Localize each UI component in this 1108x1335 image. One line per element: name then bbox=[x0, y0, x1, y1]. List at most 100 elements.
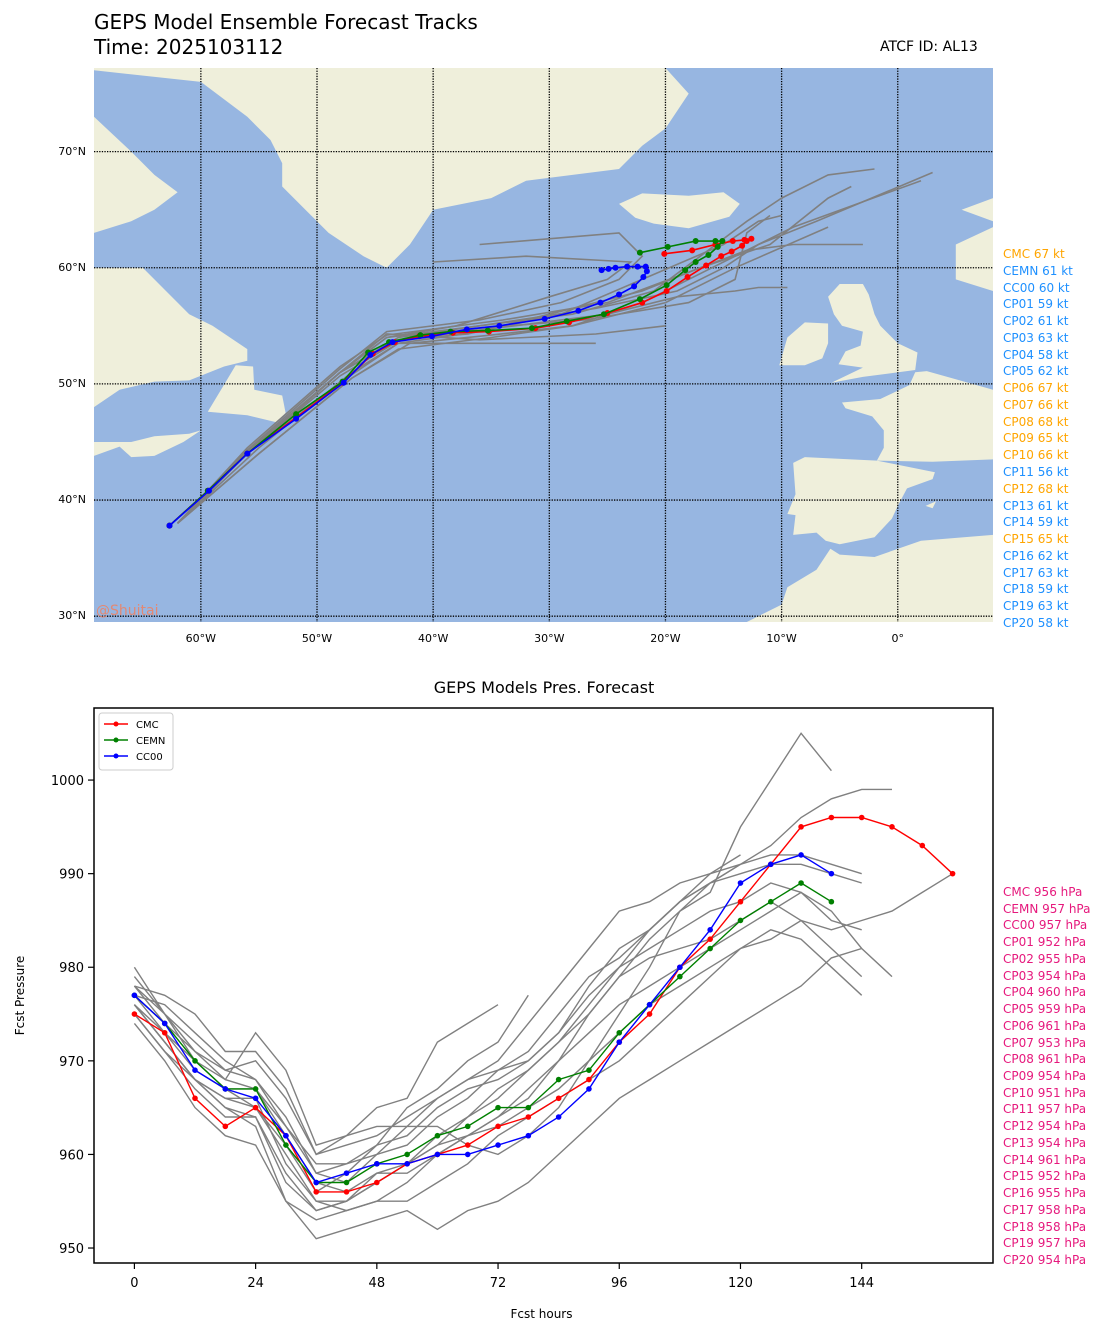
track-point bbox=[703, 262, 710, 269]
chart-legend: CMC CEMN CC00 bbox=[98, 712, 174, 771]
pressure-point bbox=[222, 1086, 229, 1092]
x-tick-label: 48 bbox=[369, 1276, 386, 1291]
map-time: Time: 2025103112 bbox=[94, 35, 284, 59]
pressure-point bbox=[767, 861, 774, 868]
track-point bbox=[528, 325, 535, 332]
pressure-point bbox=[374, 1179, 380, 1186]
pressure-label: CP13 954 hPa bbox=[1003, 1135, 1087, 1150]
land-iceland bbox=[619, 192, 740, 229]
y-axis-label: Fcst Pressure bbox=[13, 956, 27, 1036]
land-scandi bbox=[961, 198, 993, 222]
track-point bbox=[739, 242, 746, 249]
pressure-point bbox=[495, 1123, 501, 1130]
y-tick-label: 950 bbox=[59, 1242, 84, 1257]
track-point bbox=[634, 263, 641, 270]
pressure-label: CP20 954 hPa bbox=[1003, 1253, 1087, 1268]
track-point bbox=[705, 251, 712, 258]
pressure-point bbox=[343, 1179, 350, 1186]
legend-label: CEMN bbox=[136, 736, 165, 747]
member-track bbox=[177, 179, 922, 524]
land-balearic bbox=[925, 501, 937, 509]
member-pressure-line bbox=[133, 854, 741, 1212]
wind-label: CP09 65 kt bbox=[1003, 431, 1069, 446]
pressure-label: CP17 958 hPa bbox=[1003, 1202, 1087, 1217]
map-gridlines bbox=[94, 68, 993, 622]
track-point bbox=[741, 236, 748, 243]
pressure-point bbox=[858, 814, 865, 821]
pressure-point bbox=[161, 1029, 168, 1036]
member-pressure-line bbox=[133, 882, 862, 1165]
watermark: @Shuitai bbox=[96, 603, 159, 619]
track-point bbox=[293, 411, 300, 418]
legend-label: CMC bbox=[136, 720, 159, 731]
pressure-point bbox=[313, 1189, 320, 1195]
wind-label: CP18 59 kt bbox=[1003, 582, 1069, 597]
lon-label: 60°W bbox=[185, 632, 217, 645]
lon-label: 30°W bbox=[534, 632, 565, 645]
pressure-point bbox=[555, 1076, 562, 1083]
wind-label: CP13 61 kt bbox=[1003, 498, 1069, 513]
land-africa bbox=[700, 534, 993, 622]
wind-label: CP03 63 kt bbox=[1003, 330, 1069, 345]
pressure-point bbox=[222, 1123, 229, 1130]
track-point bbox=[643, 268, 650, 275]
plot-frame bbox=[93, 707, 994, 1264]
pressure-point bbox=[646, 1011, 653, 1017]
track-point bbox=[729, 238, 736, 245]
legend-label: CC00 bbox=[136, 752, 163, 763]
track-point bbox=[684, 274, 691, 281]
pressure-point bbox=[677, 964, 683, 971]
pressure-label: CP16 955 hPa bbox=[1003, 1186, 1087, 1201]
pressure-point bbox=[586, 1076, 592, 1083]
track-point bbox=[631, 283, 638, 290]
track-point bbox=[428, 333, 435, 340]
pressure-point bbox=[283, 1142, 289, 1148]
pressure-point bbox=[828, 870, 835, 877]
track-point bbox=[636, 249, 643, 256]
lon-label: 0° bbox=[891, 632, 905, 645]
pressure-point bbox=[192, 1067, 198, 1074]
pressure-point bbox=[828, 898, 835, 905]
pressure-point bbox=[343, 1170, 350, 1176]
atcf-id: ATCF ID: AL13 bbox=[880, 39, 978, 55]
pressure-label: CP01 952 hPa bbox=[1003, 935, 1087, 950]
pressure-label: CP08 961 hPa bbox=[1003, 1052, 1087, 1067]
pressure-label: CP12 954 hPa bbox=[1003, 1119, 1087, 1134]
pressure-point bbox=[949, 870, 956, 877]
land-britain bbox=[828, 284, 918, 383]
lon-label: 20°W bbox=[650, 632, 681, 645]
track-point bbox=[636, 296, 643, 303]
wind-label: CMC 67 kt bbox=[1003, 247, 1065, 261]
wind-label: CP05 62 kt bbox=[1003, 364, 1069, 379]
member-track bbox=[177, 185, 852, 524]
pressure-point bbox=[646, 1001, 653, 1008]
pressure-label: CMC 956 hPa bbox=[1003, 885, 1083, 899]
pressure-point bbox=[252, 1095, 259, 1102]
track-point bbox=[714, 243, 721, 250]
pressure-label: CP03 954 hPa bbox=[1003, 968, 1087, 983]
track-point bbox=[728, 248, 735, 255]
track-point bbox=[463, 326, 470, 333]
pressure-point bbox=[798, 824, 804, 830]
track-point bbox=[748, 235, 755, 242]
lat-label: 30°N bbox=[58, 609, 86, 623]
pressure-point bbox=[828, 814, 835, 821]
map-title: GEPS Model Ensemble Forecast Tracks bbox=[94, 10, 478, 34]
track-point bbox=[682, 267, 689, 274]
pressure-point bbox=[404, 1151, 410, 1158]
pressure-point bbox=[707, 936, 713, 942]
member-pressure-line bbox=[133, 976, 499, 1156]
pressure-point bbox=[919, 842, 926, 849]
wind-label: CC00 60 kt bbox=[1003, 280, 1070, 295]
pressure-point bbox=[313, 1179, 320, 1186]
pressure-point bbox=[586, 1067, 592, 1074]
track-point bbox=[484, 327, 491, 334]
x-tick-label: 120 bbox=[728, 1276, 753, 1291]
x-tick-label: 24 bbox=[247, 1276, 264, 1291]
track-point bbox=[615, 291, 622, 298]
pressure-label: CP15 952 hPa bbox=[1003, 1169, 1087, 1184]
wind-label: CP02 61 kt bbox=[1003, 314, 1069, 329]
pressure-point bbox=[464, 1151, 471, 1158]
pressure-point bbox=[525, 1104, 532, 1111]
track-point bbox=[244, 450, 251, 457]
